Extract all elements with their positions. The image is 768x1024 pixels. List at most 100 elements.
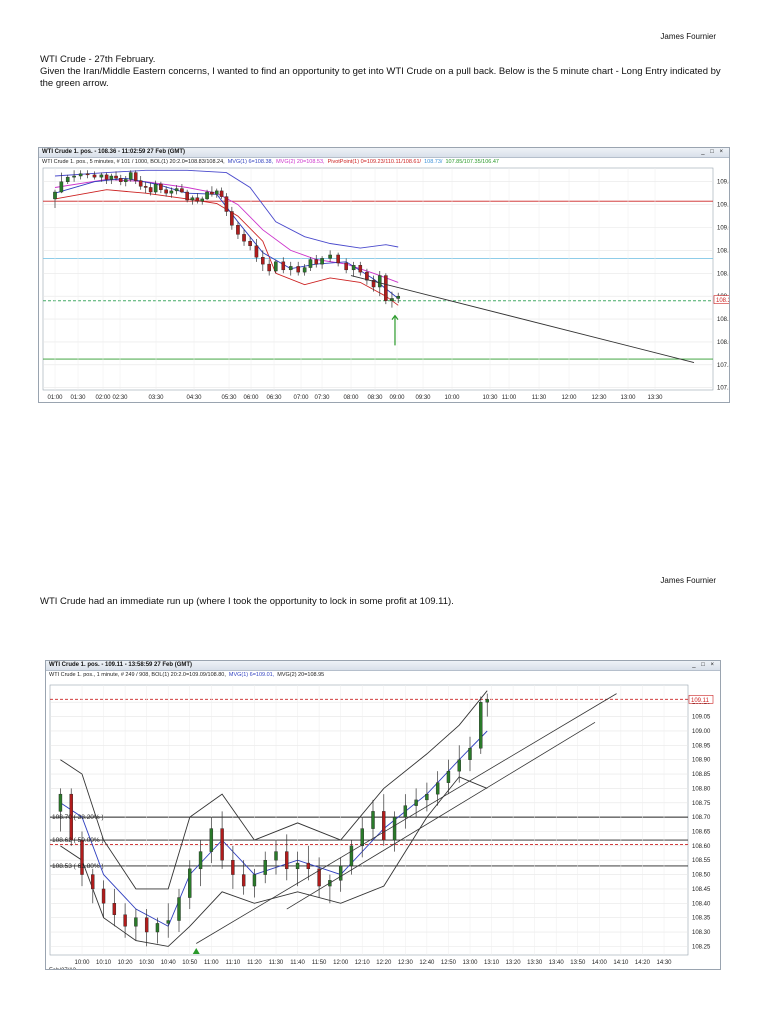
last-price-badge: 109.11: [691, 698, 710, 704]
candle: [485, 699, 489, 703]
candle: [219, 190, 224, 197]
y-tick-label: 108.65: [692, 829, 711, 835]
x-tick-label: 10:30: [482, 395, 498, 401]
x-tick-label: 02:00: [95, 395, 111, 401]
y-tick-label: 108.50: [692, 873, 711, 879]
candle: [169, 190, 174, 194]
candle: [112, 903, 117, 915]
candle: [148, 187, 153, 193]
bollinger-upper: [54, 169, 399, 249]
x-tick-label: 02:30: [112, 395, 128, 401]
x-tick-label: 03:30: [148, 395, 164, 401]
candlestick-chart-1min[interactable]: 109.10109.05109.00108.95108.90108.85108.…: [46, 679, 720, 969]
x-tick-label: 13:00: [462, 960, 478, 966]
candlestick-chart-5min[interactable]: 109.40109.20109.00108.80108.60108.40108.…: [39, 166, 729, 402]
x-tick-label: 12:30: [398, 960, 414, 966]
fibonacci-label: 108.53 ( 61.80% ): [52, 863, 104, 870]
fibonacci-label: 108.62 ( 50.00% ): [52, 837, 104, 844]
candle: [446, 770, 451, 783]
x-tick-label: 11:20: [247, 960, 262, 966]
candle: [224, 196, 229, 212]
paragraph-body: WTI Crude had an immediate run up (where…: [40, 596, 454, 607]
y-tick-label: 108.00: [717, 340, 729, 346]
y-tick-label: 109.00: [717, 226, 729, 232]
candle: [308, 259, 313, 268]
candle: [80, 839, 84, 875]
candle: [220, 828, 224, 861]
x-tick-label: 11:30: [269, 960, 284, 966]
candle: [180, 188, 184, 193]
candle: [200, 198, 205, 202]
x-tick-label: 07:00: [293, 395, 309, 401]
y-tick-label: 108.60: [717, 271, 729, 277]
candle: [414, 799, 418, 806]
candle: [166, 920, 170, 924]
candle: [425, 793, 429, 801]
author-name: James Fournier: [660, 32, 716, 41]
candle: [69, 793, 73, 841]
x-tick-label: 01:00: [47, 395, 63, 401]
paragraph-body: Given the Iran/Middle Eastern concerns, …: [40, 66, 721, 89]
y-tick-label: 108.70: [692, 815, 711, 821]
plot-area: [49, 684, 689, 956]
chart-title-bar: WTI Crude 1. pos. - 108.36 - 11:02:59 27…: [39, 148, 729, 158]
x-tick-label: 11:00: [204, 960, 219, 966]
candle: [344, 262, 348, 271]
legend-entry: MVG(2) 20=108.53,: [276, 159, 325, 165]
entry-arrow-icon: [192, 948, 200, 954]
candle: [153, 183, 158, 193]
x-tick-label: 14:10: [613, 960, 629, 966]
y-tick-label: 108.85: [692, 772, 711, 778]
candle: [114, 175, 118, 179]
candle: [59, 181, 64, 193]
y-tick-label: 107.80: [717, 363, 729, 369]
date-label: Feb/27/12: [49, 968, 77, 969]
x-tick-label: 08:30: [367, 395, 383, 401]
candle: [174, 188, 179, 192]
x-tick-label: 10:30: [139, 960, 155, 966]
candle: [128, 172, 133, 180]
y-tick-label: 109.20: [717, 203, 729, 209]
x-tick-label: 10:00: [74, 960, 90, 966]
candle: [371, 279, 376, 288]
candle: [236, 225, 240, 235]
candle: [377, 275, 382, 288]
candle: [134, 917, 138, 927]
x-tick-label: 13:30: [647, 395, 663, 401]
candle: [209, 828, 214, 852]
candle: [118, 178, 123, 182]
chart-title-bar: WTI Crude 1. pos. - 109.11 - 13:58:59 27…: [46, 661, 720, 671]
y-tick-label: 109.05: [692, 715, 711, 721]
y-tick-label: 108.25: [692, 944, 711, 950]
last-price-badge: 108.36: [716, 298, 729, 304]
x-tick-label: 14:00: [592, 960, 608, 966]
candle: [104, 174, 109, 180]
x-tick-label: 09:30: [415, 395, 431, 401]
x-tick-label: 13:40: [549, 960, 565, 966]
candle: [261, 257, 265, 265]
y-tick-label: 108.75: [692, 801, 711, 807]
window-controls[interactable]: _ □ ×: [701, 149, 725, 155]
candle: [338, 865, 343, 881]
chart-window-5min: WTI Crude 1. pos. - 108.36 - 11:02:59 27…: [38, 147, 730, 403]
candle: [403, 805, 408, 818]
chart-window-1min: WTI Crude 1. pos. - 109.11 - 13:58:59 27…: [45, 660, 721, 970]
candle: [143, 186, 148, 188]
legend-entry: PivotPoint(1) 0=109.23/110.11/108.61/: [327, 159, 422, 165]
candle: [349, 845, 354, 867]
x-tick-label: 11:30: [532, 395, 547, 401]
chart-legend: WTI Crude 1. pos., 1 minute, # 249 / 908…: [46, 671, 720, 679]
x-tick-label: 12:30: [591, 395, 607, 401]
window-controls[interactable]: _ □ ×: [692, 662, 716, 668]
chart-title: WTI Crude 1. pos. - 108.36 - 11:02:59 27…: [42, 149, 186, 155]
y-tick-label: 108.60: [692, 844, 711, 850]
candle: [281, 261, 286, 271]
y-tick-label: 108.55: [692, 858, 711, 864]
x-tick-label: 10:10: [96, 960, 112, 966]
x-tick-label: 06:00: [243, 395, 259, 401]
trend-line: [350, 275, 695, 363]
candle: [230, 211, 234, 226]
legend-entry: 108.73/: [424, 159, 443, 165]
x-tick-label: 14:30: [656, 960, 672, 966]
candle: [123, 914, 127, 927]
